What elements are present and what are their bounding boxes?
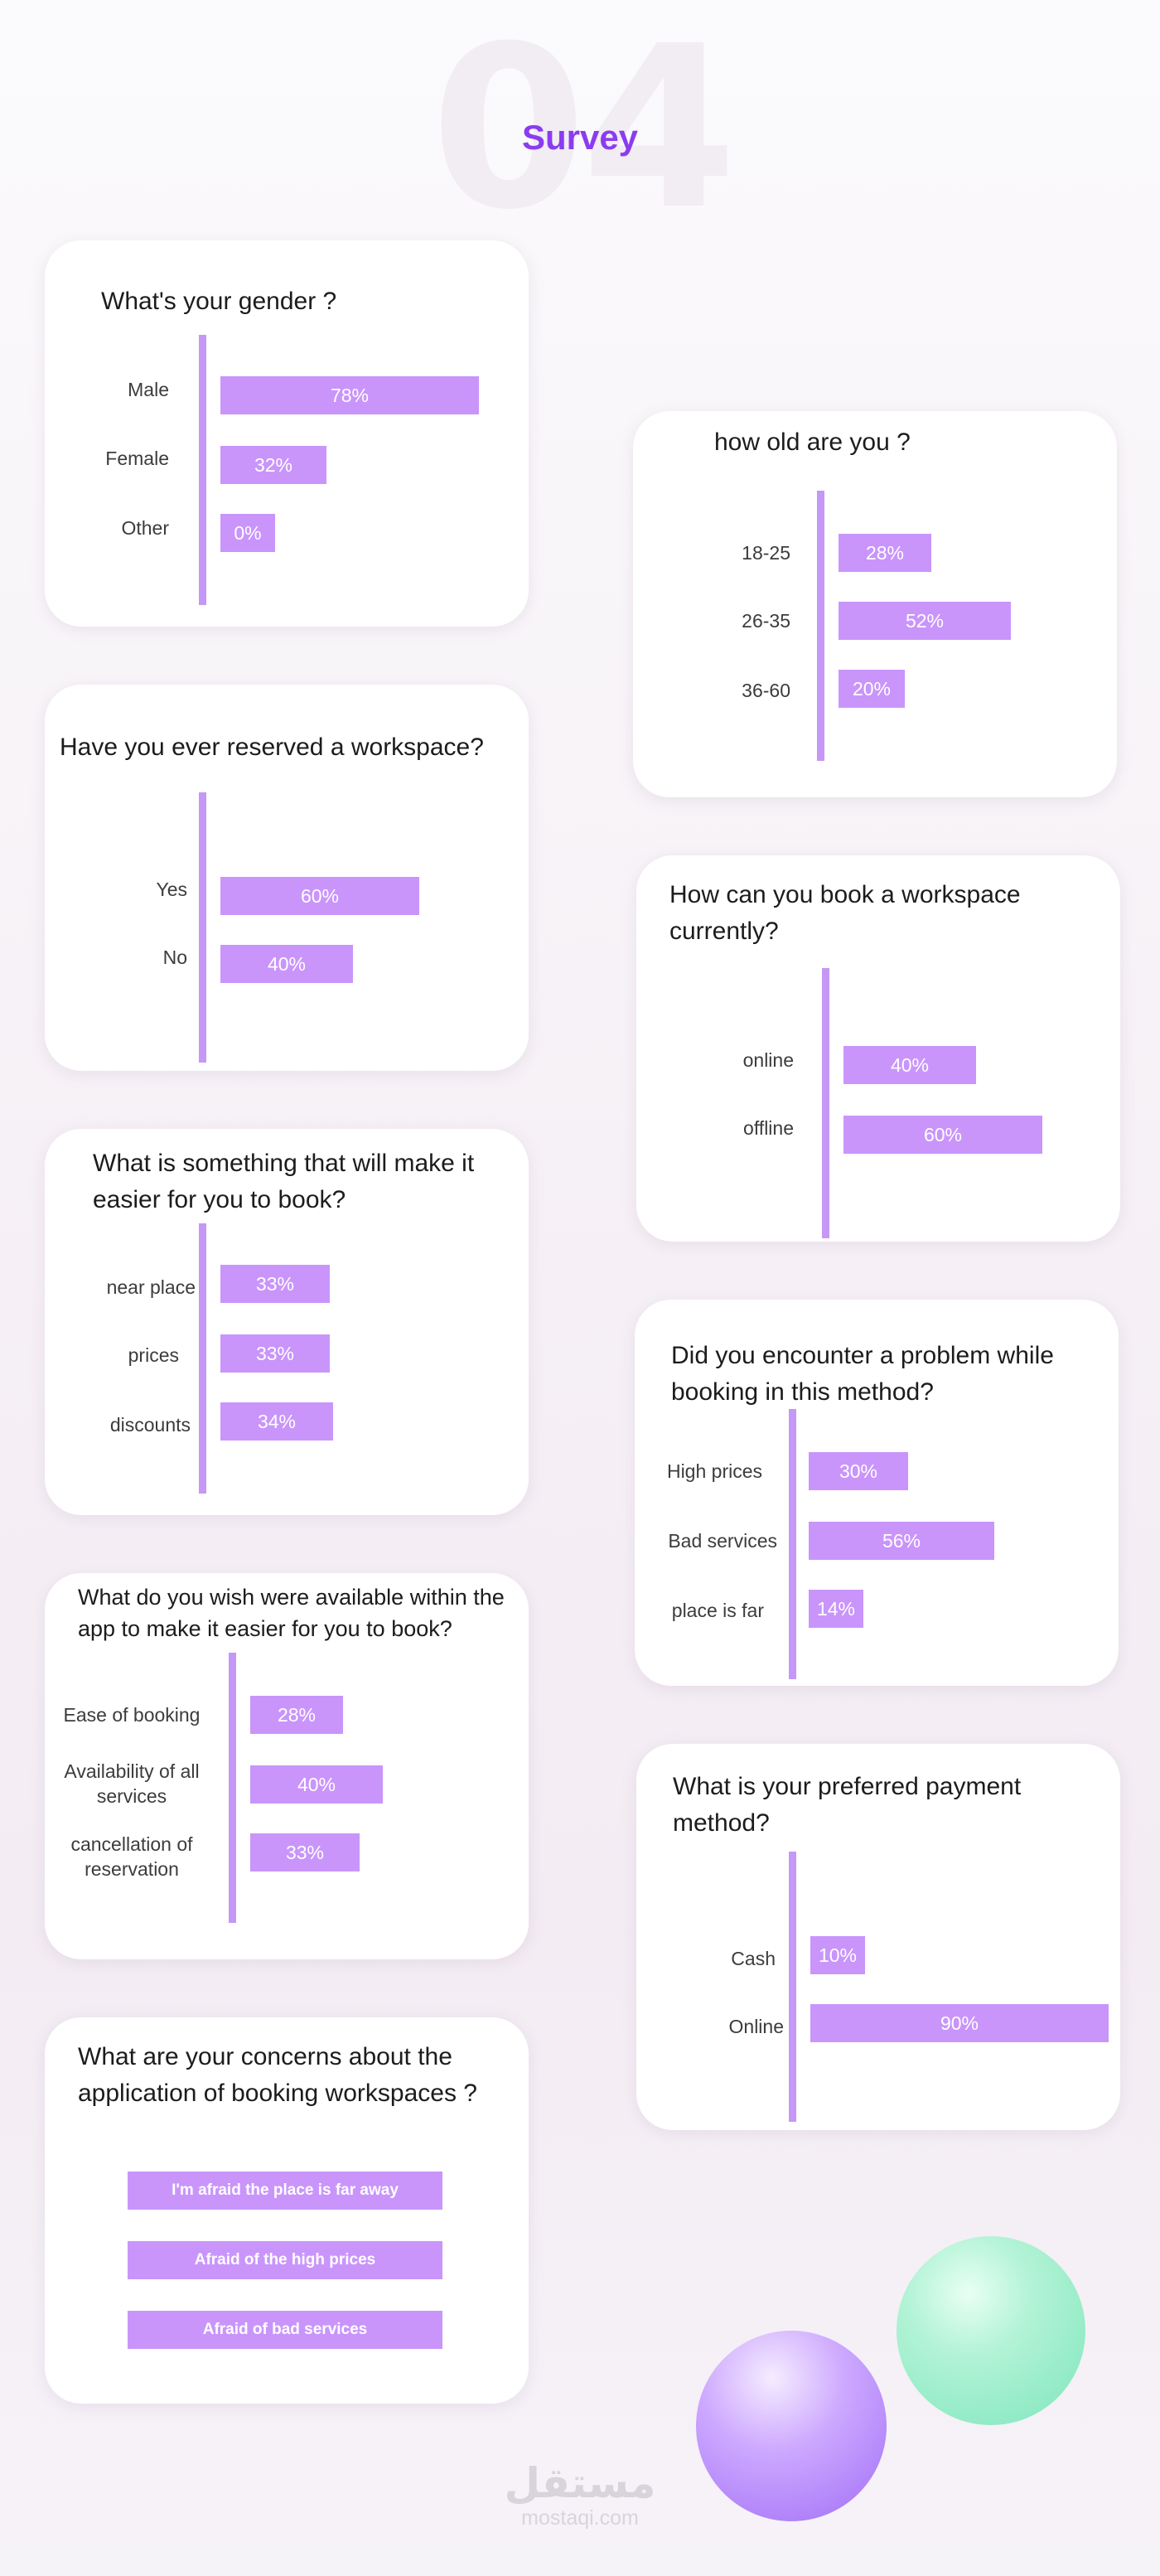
bar-place-is-far: 14% <box>809 1590 863 1628</box>
bar-yes: 60% <box>220 877 419 915</box>
survey-card-wishes: What do you wish were available within t… <box>45 1573 529 1959</box>
bar-36-60: 20% <box>839 670 905 708</box>
value-label: 40% <box>297 1774 336 1795</box>
bar-availability: 40% <box>250 1765 383 1804</box>
category-label: Male <box>128 379 169 400</box>
chart-axis <box>789 1852 796 2122</box>
bar-near-place: 33% <box>220 1265 330 1303</box>
watermark-url: mostaqi.com <box>521 2506 639 2530</box>
value-label: 10% <box>818 1944 858 1966</box>
bar-26-35: 52% <box>839 602 1011 640</box>
bar-ease-of-booking: 28% <box>250 1696 343 1734</box>
value-label: 40% <box>890 1054 930 1076</box>
watermark: مستقل mostaqi.com <box>481 2460 679 2530</box>
value-label: 32% <box>254 454 293 476</box>
category-label: High prices <box>666 1460 762 1482</box>
value-label: 28% <box>865 542 905 564</box>
category-label: Availability of all services <box>64 1760 200 1807</box>
card-question: What is something that will make it easi… <box>93 1150 475 1213</box>
page-title: Survey <box>521 118 639 157</box>
survey-card-age: how old are you ? 18-25 26-35 36-60 28% … <box>633 411 1117 797</box>
card-question: What is your preferred payment method? <box>673 1773 1022 1837</box>
value-label: 33% <box>285 1842 325 1863</box>
category-label: 36-60 <box>742 680 790 701</box>
category-label: online <box>742 1049 794 1071</box>
chart-axis <box>817 491 824 761</box>
concern-item: Afraid of bad services <box>128 2311 442 2349</box>
value-label: 60% <box>300 885 340 907</box>
bar-no: 40% <box>220 945 353 983</box>
value-label: 60% <box>923 1124 963 1145</box>
category-label: place is far <box>671 1600 764 1621</box>
category-label: Cash <box>731 1948 776 1969</box>
category-label: near place <box>106 1276 196 1298</box>
bar-female: 32% <box>220 446 326 484</box>
survey-card-reserved: Have you ever reserved a workspace? Yes … <box>45 685 529 1071</box>
category-label: Female <box>105 448 169 469</box>
bar-cash: 10% <box>810 1936 865 1974</box>
bar-male: 78% <box>220 376 479 414</box>
bar-discounts: 34% <box>220 1402 333 1441</box>
category-label: discounts <box>109 1414 191 1436</box>
value-label: 20% <box>852 678 892 700</box>
bar-18-25: 28% <box>839 534 931 572</box>
bar-online-payment: 90% <box>810 2004 1109 2042</box>
bar-offline: 60% <box>843 1116 1042 1154</box>
category-label: prices <box>128 1344 179 1366</box>
value-label: 33% <box>255 1343 295 1364</box>
survey-card-gender: What's your gender ? Male Female Other 7… <box>45 240 529 627</box>
category-label: offline <box>743 1117 794 1139</box>
bar-cancellation: 33% <box>250 1833 360 1871</box>
chart-axis <box>822 968 829 1238</box>
value-label: 0% <box>234 522 262 544</box>
category-label: 26-35 <box>742 610 790 632</box>
chart-axis <box>789 1409 796 1679</box>
bar-prices: 33% <box>220 1334 330 1373</box>
chart-axis <box>229 1653 236 1923</box>
survey-card-concerns: What are your concerns about the applica… <box>45 2017 529 2404</box>
card-question: What's your gender ? <box>101 288 337 315</box>
category-label: Bad services <box>668 1530 777 1552</box>
card-question: How can you book a workspace currently? <box>669 881 1021 945</box>
bar-high-prices: 30% <box>809 1452 908 1490</box>
chart-axis <box>199 335 206 605</box>
category-label: No <box>162 947 187 968</box>
chart-axis <box>199 792 206 1063</box>
category-label: 18-25 <box>742 542 790 564</box>
value-label: 40% <box>267 953 307 975</box>
category-label: cancellation of reservation <box>70 1833 193 1880</box>
concern-item: I'm afraid the place is far away <box>128 2172 442 2210</box>
green-sphere <box>897 2236 1085 2425</box>
background-number: 04 <box>431 0 737 259</box>
value-label: 14% <box>816 1598 856 1620</box>
value-label: 52% <box>905 610 945 632</box>
bar-online: 40% <box>843 1046 976 1084</box>
category-label: Online <box>728 2016 784 2037</box>
category-label: Other <box>121 517 169 539</box>
survey-card-easier: What is something that will make it easi… <box>45 1129 529 1515</box>
survey-card-booking-method: How can you book a workspace currently? … <box>636 855 1120 1242</box>
card-question: Have you ever reserved a workspace? <box>60 734 484 761</box>
card-question: Did you encounter a problem while bookin… <box>671 1342 1054 1406</box>
purple-sphere <box>696 2331 887 2521</box>
watermark-logo: مستقل <box>504 2460 656 2506</box>
value-label: 30% <box>839 1460 878 1482</box>
concern-item: Afraid of the high prices <box>128 2241 442 2279</box>
chart-axis <box>199 1223 206 1494</box>
bar-other: 0% <box>220 514 275 552</box>
category-label: Yes <box>156 879 187 900</box>
card-question: What do you wish were available within t… <box>78 1585 505 1641</box>
survey-card-payment: What is your preferred payment method? C… <box>636 1744 1120 2130</box>
value-label: 33% <box>255 1273 295 1295</box>
value-label: 90% <box>940 2012 979 2034</box>
value-label: 78% <box>330 385 370 406</box>
card-question: What are your concerns about the applica… <box>78 2043 477 2107</box>
card-question: how old are you ? <box>714 429 911 456</box>
survey-card-problems: Did you encounter a problem while bookin… <box>635 1300 1119 1686</box>
value-label: 34% <box>257 1411 297 1432</box>
value-label: 56% <box>882 1530 921 1552</box>
bar-bad-services: 56% <box>809 1522 994 1560</box>
category-label: Ease of booking <box>63 1704 201 1726</box>
value-label: 28% <box>277 1704 317 1726</box>
